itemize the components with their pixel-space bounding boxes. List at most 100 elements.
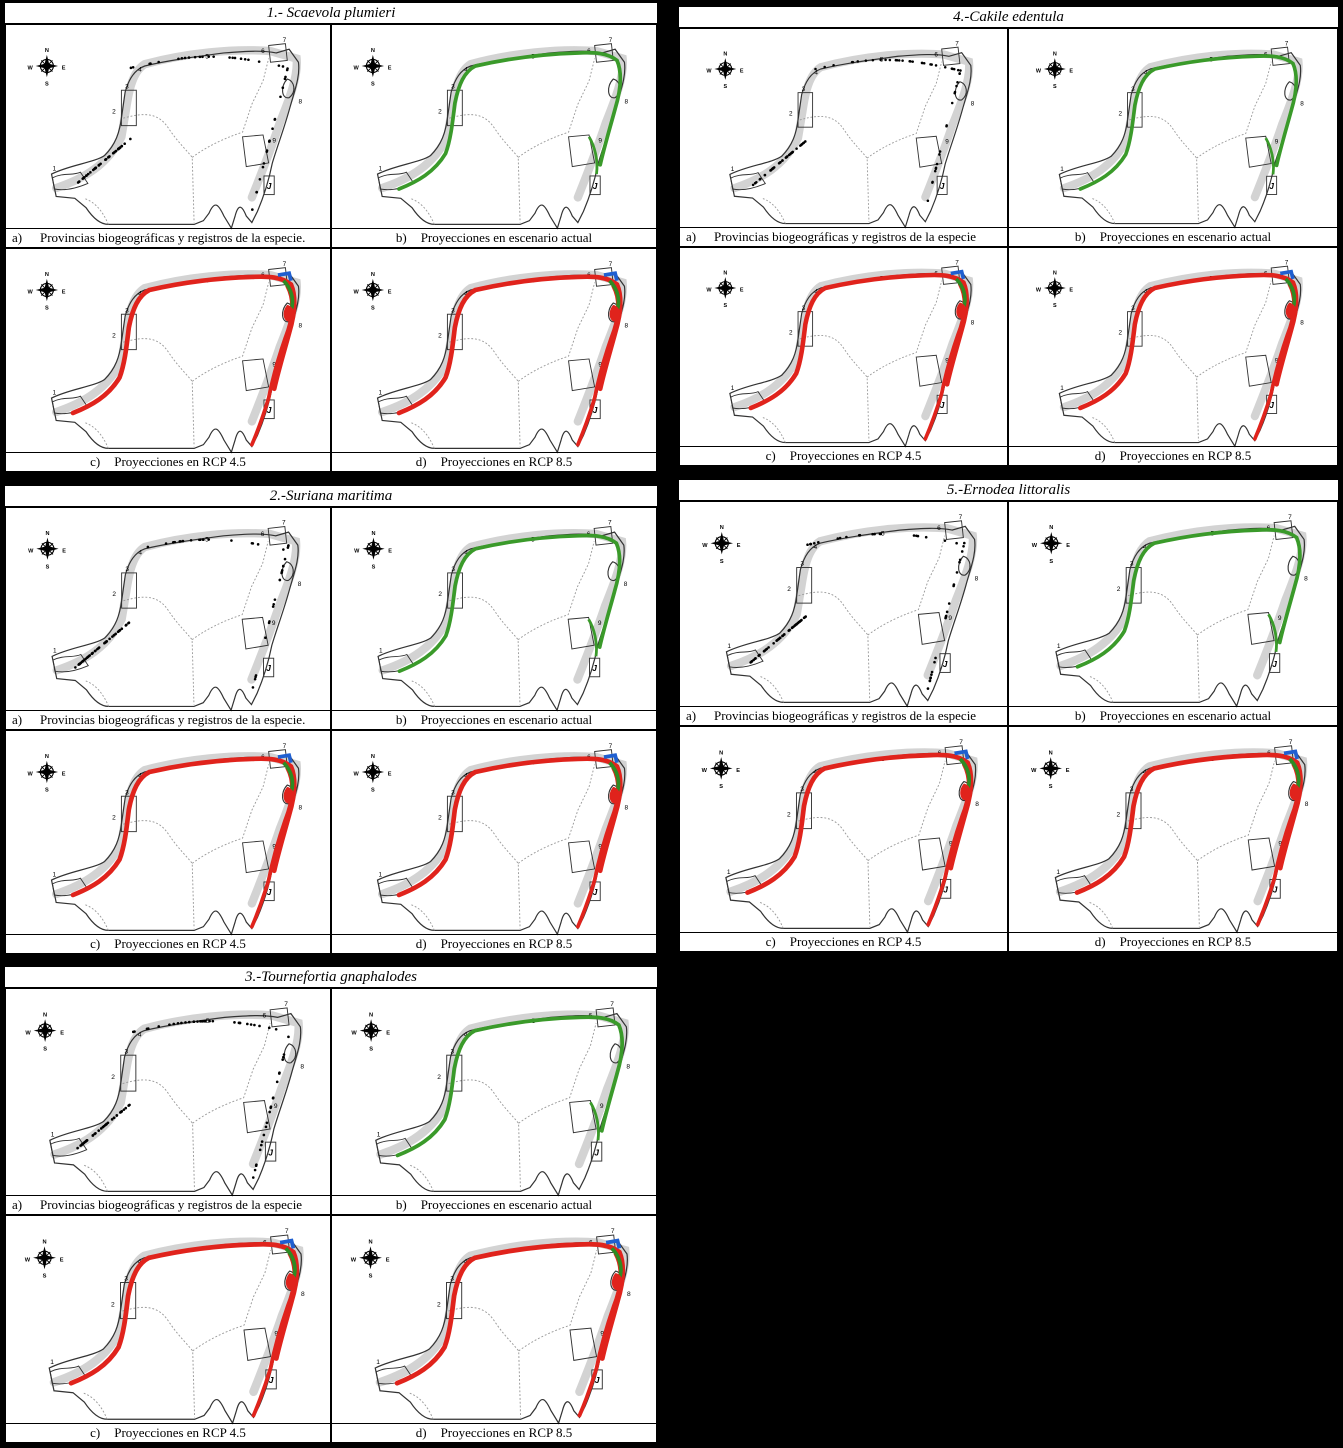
province-label-3: 3 <box>125 566 129 573</box>
species-record-point <box>233 1021 236 1024</box>
species-record-point <box>775 639 778 642</box>
province-label-9: 9 <box>600 1331 604 1338</box>
species-record-point <box>823 65 826 69</box>
compass-icon: N S E W <box>25 1012 64 1052</box>
species-record-point <box>85 174 88 177</box>
compass-icon: N S E W <box>706 270 743 309</box>
compass-w-label: W <box>1032 543 1038 549</box>
province-label-3: 3 <box>451 83 455 90</box>
species-record-point <box>947 602 951 605</box>
province-label-8: 8 <box>1304 576 1308 583</box>
compass-e-label: E <box>388 772 392 778</box>
compass-icon: N S E W <box>353 272 391 312</box>
panel-letter: c) <box>90 454 101 469</box>
species-title: 5.-Ernodea littoralis <box>679 480 1338 501</box>
panel-letter: c) <box>90 1425 101 1440</box>
species-record-point <box>930 670 934 674</box>
species-record-point <box>282 1053 286 1056</box>
species-record-point <box>262 1133 266 1137</box>
province-label-2: 2 <box>1118 110 1122 117</box>
compass-n-label: N <box>723 270 727 276</box>
province-label-9: 9 <box>272 361 276 368</box>
species-record-point <box>230 539 233 542</box>
species-record-point <box>935 162 939 166</box>
species-record-point <box>183 56 187 60</box>
compass-icon: N S E W <box>702 525 740 565</box>
compass-e-label: E <box>737 543 741 549</box>
species-record-point <box>146 1027 150 1030</box>
species-record-point <box>86 172 90 176</box>
species-record-point <box>281 1058 285 1061</box>
species-record-point <box>878 532 882 536</box>
rcp-island-area <box>609 304 620 322</box>
species-record-point <box>110 1118 114 1121</box>
rcp-gain-area <box>603 271 619 282</box>
species-record-point <box>80 1143 84 1146</box>
inset-label: J <box>593 181 598 191</box>
province-label-1: 1 <box>1057 643 1061 650</box>
species-record-point <box>938 153 941 156</box>
compass-s-label: S <box>372 564 376 570</box>
province-label-2: 2 <box>111 1301 115 1308</box>
peninsula-outline <box>730 47 971 227</box>
species-record-point <box>879 58 882 62</box>
species-record-point <box>268 1110 271 1114</box>
species-record-point <box>814 67 817 71</box>
province-label-3: 3 <box>451 1048 455 1055</box>
province-label-4: 4 <box>464 773 468 780</box>
province-label-7: 7 <box>284 1001 288 1008</box>
inset-label: J <box>593 405 598 415</box>
panel-letter: c) <box>765 448 776 463</box>
current-projection-coast <box>1078 54 1299 191</box>
panel-letter: a) <box>686 229 697 244</box>
compass-e-label: E <box>1069 69 1073 75</box>
compass-w-label: W <box>353 772 359 778</box>
compass-w-label: W <box>25 1258 31 1264</box>
province-label-4: 4 <box>814 544 818 551</box>
species-record-point <box>180 57 184 60</box>
species-record-point <box>281 65 285 68</box>
province-label-8: 8 <box>624 581 628 588</box>
species-record-point <box>953 90 957 94</box>
species-record-point <box>960 550 964 553</box>
species-record-point <box>933 169 937 173</box>
species-record-point <box>123 142 126 146</box>
species-record-point <box>196 1020 199 1023</box>
province-label-8: 8 <box>300 1063 304 1070</box>
province-label-8: 8 <box>298 322 302 329</box>
province-label-2: 2 <box>787 811 791 818</box>
species-record-point <box>97 646 100 650</box>
peninsula-outline <box>52 44 299 229</box>
species-record-point <box>806 543 809 547</box>
peninsula-outline <box>52 527 298 711</box>
species-record-point <box>955 541 958 545</box>
species-record-point <box>800 618 803 622</box>
species-record-point <box>282 1055 285 1059</box>
province-label-1: 1 <box>378 389 382 396</box>
province-label-3: 3 <box>1130 561 1134 568</box>
province-label-8: 8 <box>975 801 979 808</box>
species-record-point <box>912 534 916 537</box>
species-record-point <box>888 58 892 62</box>
province-label-2: 2 <box>1118 329 1122 336</box>
species-record-point <box>934 656 937 660</box>
species-record-point <box>228 56 231 59</box>
compass-w-label: W <box>706 69 712 75</box>
species-record-point <box>271 1096 275 1100</box>
species-record-point <box>255 190 258 194</box>
peninsula-outline <box>726 521 975 706</box>
panel-caption-text: Proyecciones en RCP 4.5 <box>114 1425 246 1440</box>
species-record-point <box>89 171 92 174</box>
province-label-9: 9 <box>598 620 602 627</box>
rcp-island-area <box>283 786 294 804</box>
province-label-3: 3 <box>125 83 129 90</box>
province-label-2: 2 <box>787 586 791 593</box>
species-record-point <box>262 162 266 165</box>
species-record-point <box>202 1019 206 1023</box>
species-record-point <box>785 155 788 159</box>
species-record-point <box>930 673 933 676</box>
